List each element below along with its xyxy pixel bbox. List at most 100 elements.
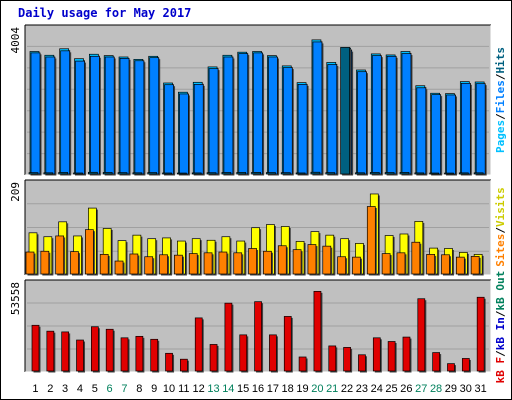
bar-kb-f bbox=[387, 341, 396, 372]
bar-pages-shadow bbox=[223, 173, 233, 176]
bar-kb-f bbox=[46, 330, 55, 372]
bar-sites bbox=[55, 235, 65, 275]
bar-pages-shadow bbox=[267, 174, 277, 176]
x-tick-label: 22 bbox=[341, 383, 353, 395]
bar-pages-shadow bbox=[119, 174, 129, 176]
bar-files bbox=[223, 56, 234, 175]
bar-sites bbox=[159, 254, 168, 275]
bar-sites bbox=[470, 255, 480, 275]
bar-sites bbox=[366, 206, 376, 275]
x-tick-label: 30 bbox=[460, 383, 472, 395]
bar-pages-shadow bbox=[149, 174, 159, 176]
bar-pages-shadow bbox=[75, 174, 85, 176]
legend-item: / bbox=[494, 350, 507, 357]
x-tick-label: 6 bbox=[107, 383, 113, 395]
bar-files bbox=[268, 56, 278, 175]
bar-pages-shadow bbox=[238, 173, 248, 176]
bar-files bbox=[312, 41, 323, 175]
bar-files bbox=[60, 50, 71, 175]
legend-item: kB In bbox=[494, 317, 507, 350]
bar-files bbox=[282, 67, 293, 175]
bar-kb-f bbox=[224, 302, 233, 372]
bar-pages bbox=[369, 172, 380, 175]
bar-pages bbox=[73, 172, 83, 175]
x-tick-label: 23 bbox=[356, 383, 368, 395]
bar-pages bbox=[414, 172, 425, 175]
bar-sites bbox=[396, 252, 406, 275]
bar-sites bbox=[322, 245, 332, 275]
bar-pages bbox=[310, 171, 321, 175]
bar-files bbox=[179, 93, 189, 175]
bar-pages-shadow bbox=[431, 174, 441, 176]
chart-title: Daily usage for May 2017 bbox=[18, 6, 192, 20]
bar-sites bbox=[114, 260, 124, 275]
bar-sites bbox=[203, 252, 213, 275]
legend-item: Hits bbox=[494, 47, 507, 74]
bar-kb-f bbox=[269, 334, 277, 372]
bar-files bbox=[416, 87, 427, 175]
bar-pages-shadow bbox=[386, 174, 396, 176]
bar-pages-shadow bbox=[312, 173, 322, 176]
x-tick-label: 3 bbox=[62, 383, 68, 395]
bar-files bbox=[475, 83, 486, 175]
bar-pages bbox=[88, 171, 98, 175]
bar-kb-f bbox=[105, 328, 114, 372]
bar-pages bbox=[429, 172, 439, 175]
bar-pages bbox=[236, 172, 247, 175]
bar-pages bbox=[355, 172, 365, 175]
bar-sites bbox=[218, 251, 228, 275]
bar-pages bbox=[325, 172, 336, 175]
bar-files bbox=[104, 56, 115, 175]
bar-pages-shadow bbox=[401, 173, 411, 176]
x-tick-label: 4 bbox=[77, 383, 83, 395]
bar-files bbox=[297, 84, 308, 175]
legend-label: Pages/Files/Hits bbox=[494, 47, 507, 153]
x-tick-label: 21 bbox=[326, 383, 338, 395]
bar-sites bbox=[277, 245, 287, 275]
bar-files bbox=[253, 52, 263, 175]
bar-pages bbox=[384, 172, 395, 175]
bar-files bbox=[45, 56, 56, 175]
legend-item: Sites bbox=[494, 234, 507, 267]
legend-item: / bbox=[494, 73, 507, 80]
x-tick-label: 26 bbox=[400, 383, 412, 395]
bar-pages bbox=[473, 172, 484, 175]
bar-files bbox=[164, 84, 174, 175]
bar-files bbox=[238, 53, 249, 175]
y-max-label: 4004 bbox=[9, 27, 22, 54]
x-tick-label: 20 bbox=[311, 383, 323, 395]
bar-pages-shadow bbox=[282, 174, 292, 176]
x-tick-label: 8 bbox=[136, 383, 142, 395]
legend-label: kB F/kB In/kB Out bbox=[494, 271, 507, 384]
bar-kb-f bbox=[283, 316, 292, 372]
bar-pages-shadow bbox=[193, 174, 203, 176]
x-tick-label: 16 bbox=[252, 383, 264, 395]
bar-kb-f bbox=[120, 337, 129, 372]
bar-files bbox=[431, 94, 441, 175]
bar-pages-shadow bbox=[208, 174, 218, 176]
bar-pages-shadow bbox=[445, 174, 455, 176]
x-tick-label: 14 bbox=[222, 383, 234, 395]
bar-kb-f bbox=[61, 331, 70, 372]
bar-files bbox=[119, 58, 130, 175]
bar-sites bbox=[188, 253, 198, 275]
x-tick-label: 18 bbox=[282, 383, 294, 395]
bar-kb-f bbox=[239, 334, 248, 372]
bar-sites bbox=[292, 249, 302, 275]
bar-kb-f bbox=[402, 336, 411, 372]
bar-pages bbox=[102, 172, 113, 175]
bar-kb-f bbox=[180, 358, 188, 372]
bar-files bbox=[134, 60, 145, 175]
bar-files bbox=[75, 60, 85, 175]
bar-sites bbox=[233, 252, 243, 275]
bar-pages-shadow bbox=[371, 173, 381, 176]
bar-pages-shadow bbox=[416, 174, 426, 176]
x-tick-label: 15 bbox=[237, 383, 249, 395]
legend-item: Visits bbox=[494, 187, 507, 227]
bar-kb-f bbox=[461, 358, 470, 372]
bar-kb-f bbox=[209, 344, 218, 372]
bar-pages-shadow bbox=[460, 174, 470, 176]
bar-kb-f bbox=[358, 354, 366, 372]
bar-pages bbox=[266, 172, 276, 175]
x-tick-label: 2 bbox=[47, 383, 53, 395]
